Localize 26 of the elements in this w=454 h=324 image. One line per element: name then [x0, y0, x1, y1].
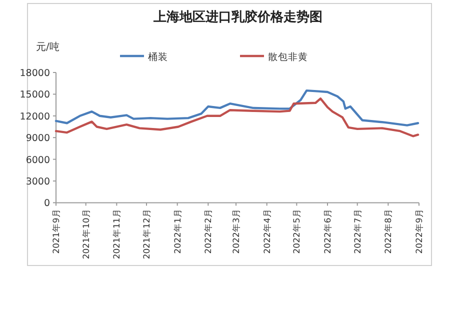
legend-label: 散包非黄 [268, 51, 308, 63]
y-tick-label: 15000 [20, 90, 50, 101]
line-series [54, 97, 420, 138]
line-series [54, 89, 420, 126]
x-tick-label: 2022年8月 [383, 208, 394, 254]
x-tick-label: 2022年6月 [322, 208, 334, 254]
legend-label: 桶装 [148, 51, 168, 63]
y-tick-label: 3000 [26, 176, 50, 188]
x-tick-label: 2022年2月 [203, 208, 214, 254]
x-tick-label: 2022年9月 [414, 208, 425, 254]
x-tick-label: 2021年12月 [142, 208, 152, 260]
x-tick-label: 2022年3月 [231, 208, 242, 254]
y-tick-label: 9000 [26, 133, 50, 144]
chart-title: 上海地区进口乳胶价格走势图 [152, 9, 322, 25]
x-tick-label: 2022年4月 [262, 208, 273, 254]
x-tick-label: 2021年10月 [80, 208, 92, 260]
y-tick-label: 0 [44, 198, 50, 210]
x-tick-label: 2022年5月 [292, 208, 303, 254]
y-tick-label: 18000 [20, 68, 50, 79]
y-axis-title: 元/吨 [36, 41, 60, 53]
x-tick-label: 2021年11月 [112, 208, 123, 260]
x-tick-label: 2022年1月 [172, 208, 184, 254]
y-tick-label: 12000 [20, 111, 50, 122]
y-tick-label: 6000 [26, 154, 50, 166]
x-tick-label: 2022年7月 [352, 208, 364, 254]
x-tick-label: 2021年9月 [51, 208, 62, 254]
